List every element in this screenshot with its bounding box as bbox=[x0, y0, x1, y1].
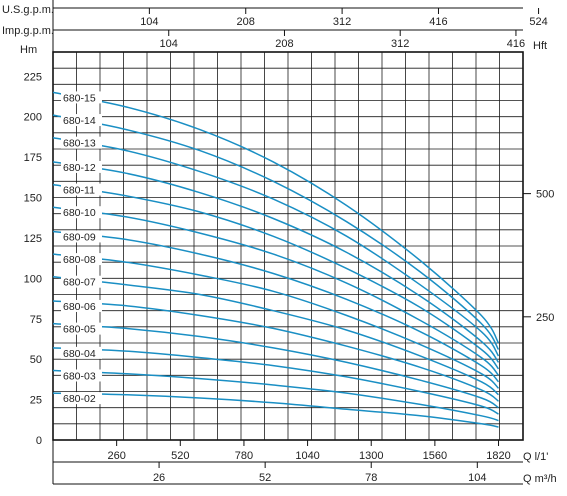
curve-label-bg bbox=[61, 369, 102, 382]
head-m-tick-label: 25 bbox=[30, 395, 42, 407]
head-m-tick-label: 200 bbox=[24, 112, 42, 124]
head-m-tick-label: 225 bbox=[24, 71, 42, 83]
curve-label-bg bbox=[61, 392, 102, 405]
curve-label: 680-07 bbox=[63, 277, 96, 289]
imp-gpm-tick-label: 104 bbox=[160, 38, 178, 50]
curve-680-06 bbox=[52, 300, 499, 402]
us-gpm-tick-label: 416 bbox=[429, 16, 447, 28]
curve-label-bg bbox=[61, 206, 102, 219]
curve-680-05 bbox=[52, 322, 499, 409]
curve-680-04 bbox=[52, 347, 499, 415]
curve-label: 680-11 bbox=[63, 185, 95, 197]
curve-label-bg bbox=[61, 299, 102, 312]
curve-label-bg bbox=[61, 160, 102, 173]
curve-680-14 bbox=[52, 114, 500, 350]
flow-m3h-axis-label: Q m³/h bbox=[523, 473, 557, 485]
curve-680-07 bbox=[52, 275, 499, 396]
axes: 0 25 50 75 100 125 150 175 200 225 250 500 260 520 780… bbox=[24, 8, 554, 484]
curve-label-bg bbox=[61, 346, 102, 359]
curve-label: 680-05 bbox=[63, 324, 96, 336]
us-gpm-tick-label: 524 bbox=[529, 16, 547, 28]
curve-label-bg bbox=[61, 253, 102, 266]
curve-label: 680-02 bbox=[63, 393, 96, 405]
flow-lmin-tick-label: 260 bbox=[107, 450, 125, 462]
axis-frames bbox=[52, 0, 523, 485]
flow-lmin-axis-label: Q l/1' bbox=[523, 451, 548, 463]
head-ft-tick-label: 250 bbox=[536, 312, 554, 324]
curve-label: 680-09 bbox=[63, 231, 96, 243]
curve-label: 680-14 bbox=[63, 115, 96, 127]
flow-m3h-tick-label: 52 bbox=[259, 472, 271, 484]
us-gpm-tick-label: 312 bbox=[333, 16, 351, 28]
flow-lmin-tick-label: 1820 bbox=[486, 450, 510, 462]
us-gpm-tick-label: 208 bbox=[237, 16, 255, 28]
curve-label: 680-08 bbox=[63, 254, 96, 266]
us-gpm-axis-label: U.S.g.p.m. bbox=[2, 4, 54, 16]
head-m-tick-label: 125 bbox=[24, 233, 42, 245]
curve-label-bg bbox=[61, 114, 102, 127]
grid bbox=[53, 52, 523, 440]
curve-label-bg bbox=[61, 91, 102, 104]
head-m-axis-label: Hm bbox=[20, 44, 37, 56]
curve-labels: 680-15 680-14 680-13 680-12 680-11 680-10 680-… bbox=[61, 91, 102, 405]
curve-label-bg bbox=[61, 230, 102, 243]
flow-m3h-tick-label: 26 bbox=[153, 472, 165, 484]
flow-lmin-tick-label: 780 bbox=[235, 450, 253, 462]
head-m-tick-label: 175 bbox=[24, 152, 42, 164]
curve-label: 680-12 bbox=[63, 162, 96, 174]
imp-gpm-axis-label: Imp.g.p.m. bbox=[2, 25, 54, 37]
curve-label: 680-13 bbox=[63, 138, 96, 150]
curve-680-03 bbox=[52, 369, 499, 422]
flow-lmin-tick-label: 520 bbox=[171, 450, 189, 462]
imp-gpm-tick-label: 208 bbox=[275, 38, 293, 50]
curve-680-15 bbox=[52, 91, 500, 344]
curve-label: 680-03 bbox=[63, 370, 96, 382]
curves bbox=[52, 91, 500, 428]
curve-680-13 bbox=[52, 136, 500, 357]
flow-lmin-tick-label: 1040 bbox=[295, 450, 319, 462]
curve-label-bg bbox=[61, 275, 102, 288]
flow-lmin-tick-label: 1300 bbox=[359, 450, 383, 462]
head-m-tick-label: 50 bbox=[30, 354, 42, 366]
curve-label: 680-06 bbox=[63, 301, 96, 313]
curve-680-11 bbox=[52, 183, 500, 370]
curve-680-09 bbox=[52, 230, 500, 383]
flow-lmin-tick-label: 1560 bbox=[423, 450, 447, 462]
curve-label: 680-10 bbox=[63, 207, 96, 219]
imp-gpm-tick-label: 416 bbox=[507, 38, 525, 50]
flow-m3h-tick-label: 78 bbox=[365, 472, 377, 484]
imp-gpm-tick-label: 312 bbox=[391, 38, 409, 50]
curve-label-bg bbox=[61, 136, 102, 149]
head-m-tick-label: 100 bbox=[24, 273, 42, 285]
us-gpm-tick-label: 104 bbox=[140, 16, 158, 28]
curve-label-bg bbox=[61, 322, 102, 335]
curve-label-bg bbox=[61, 183, 102, 196]
curve-label: 680-04 bbox=[63, 348, 96, 360]
curve-label: 680-15 bbox=[63, 92, 96, 104]
head-m-tick-label: 75 bbox=[30, 314, 42, 326]
head-m-tick-label: 150 bbox=[24, 193, 42, 205]
curve-680-12 bbox=[52, 161, 500, 363]
curve-680-10 bbox=[52, 206, 500, 376]
head-m-tick-label: 0 bbox=[36, 435, 42, 447]
curve-680-08 bbox=[52, 253, 500, 389]
curve-680-02 bbox=[52, 392, 499, 428]
head-ft-axis-label: Hft bbox=[533, 40, 547, 52]
flow-m3h-tick-label: 104 bbox=[468, 472, 486, 484]
head-ft-tick-label: 500 bbox=[536, 189, 554, 201]
